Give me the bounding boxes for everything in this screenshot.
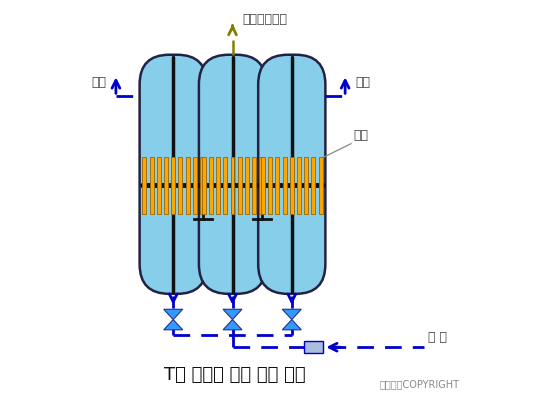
Bar	[216, 157, 220, 214]
Bar	[268, 157, 272, 214]
Bar	[290, 157, 294, 214]
Polygon shape	[223, 320, 242, 330]
Bar	[224, 157, 227, 214]
Bar	[200, 157, 204, 214]
Bar	[157, 157, 161, 214]
Bar	[171, 157, 175, 214]
Bar	[252, 157, 256, 214]
Bar	[245, 157, 249, 214]
Polygon shape	[282, 309, 301, 320]
Bar	[142, 157, 146, 214]
Bar	[193, 157, 197, 214]
Bar	[276, 157, 279, 214]
Text: 转刷: 转刷	[353, 129, 368, 142]
Bar	[231, 157, 235, 214]
Text: T型 氧化沟 系统 工艺 流程: T型 氧化沟 系统 工艺 流程	[164, 366, 305, 384]
Bar	[318, 157, 323, 214]
Bar	[238, 157, 242, 214]
Bar	[186, 157, 190, 214]
FancyBboxPatch shape	[258, 55, 326, 294]
Bar	[261, 157, 265, 214]
Bar	[164, 157, 168, 214]
Bar	[283, 157, 287, 214]
Bar	[259, 157, 264, 214]
Text: 东方仿真COPYRIGHT: 东方仿真COPYRIGHT	[380, 380, 460, 390]
FancyBboxPatch shape	[199, 55, 266, 294]
Bar	[209, 157, 213, 214]
Bar	[179, 157, 182, 214]
Polygon shape	[164, 309, 182, 320]
Bar	[202, 157, 206, 214]
Text: 剩余污泥排放: 剩余污泥排放	[242, 13, 287, 26]
Bar	[304, 341, 323, 353]
Polygon shape	[164, 320, 182, 330]
Text: 出水: 出水	[355, 76, 370, 89]
Polygon shape	[282, 320, 301, 330]
Bar	[297, 157, 301, 214]
Bar	[311, 157, 316, 214]
Bar	[150, 157, 153, 214]
Text: 进 水: 进 水	[428, 331, 447, 344]
Bar	[304, 157, 308, 214]
Polygon shape	[223, 309, 242, 320]
FancyBboxPatch shape	[140, 55, 207, 294]
Text: 出水: 出水	[91, 76, 106, 89]
